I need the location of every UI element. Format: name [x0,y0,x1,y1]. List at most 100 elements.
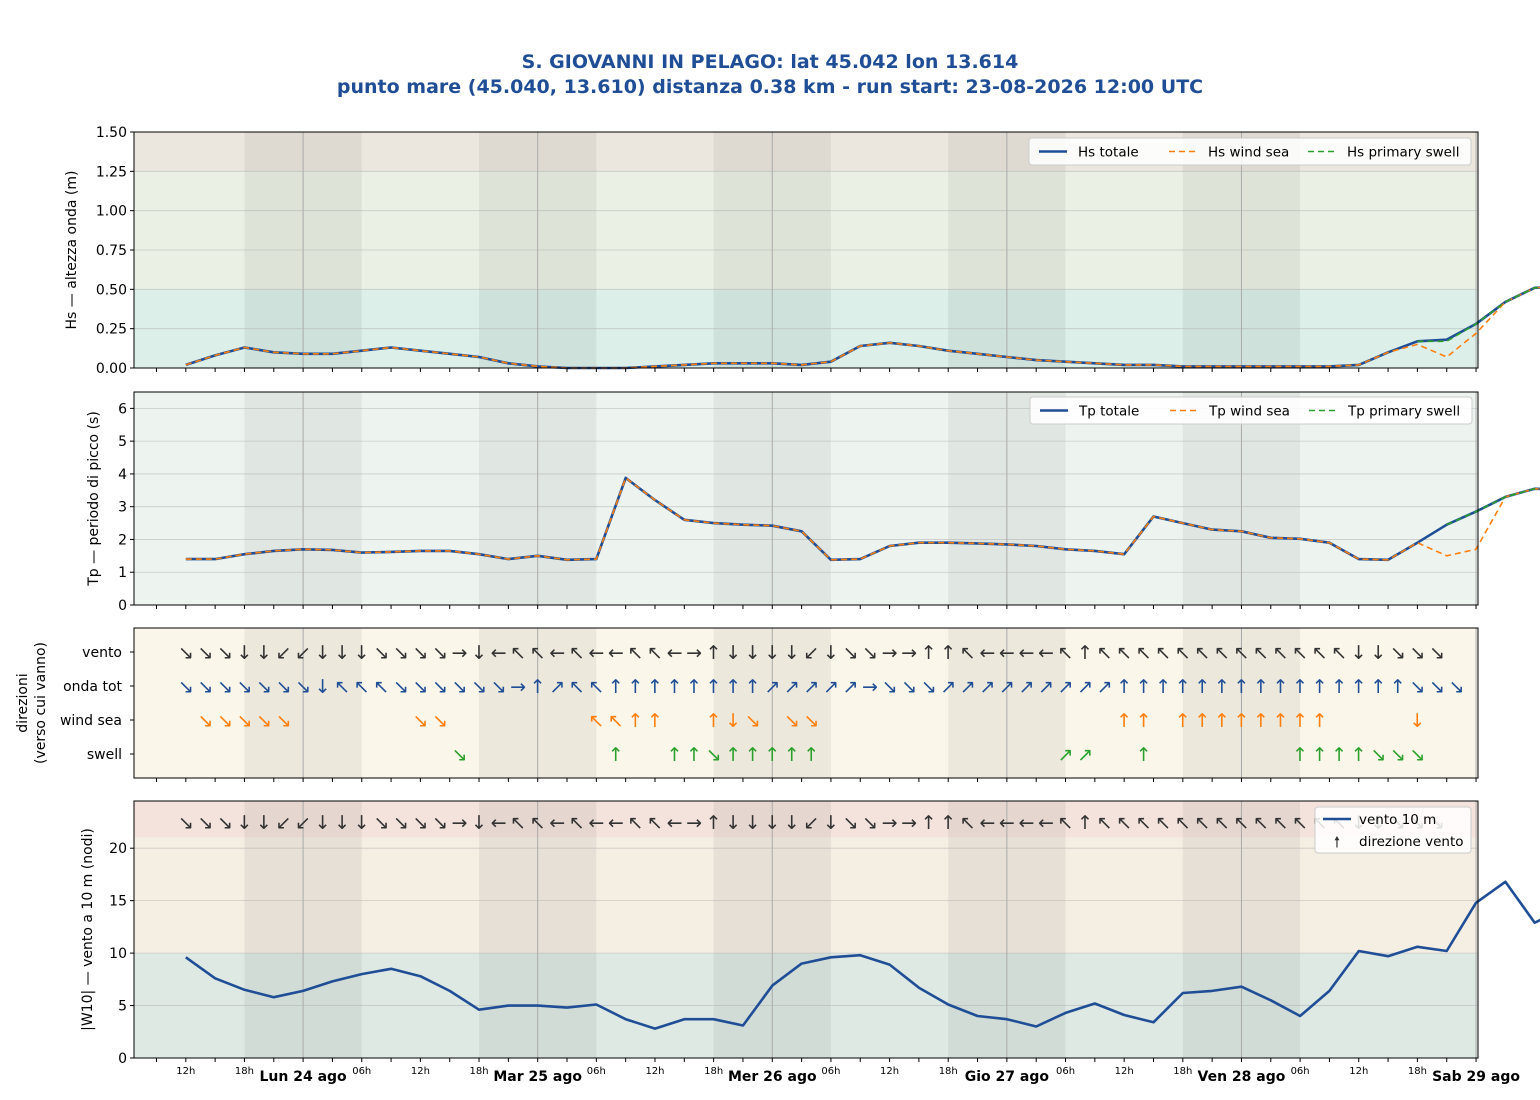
dir-arrow-onda-tot: ↗ [549,676,565,698]
dir-arrow-onda-tot: ↗ [784,676,800,698]
wind-direction-arrow: ↖ [627,812,643,834]
wind-direction-arrow: ↘ [843,812,859,834]
dir-frame [133,627,1479,779]
dir-arrow-onda-tot: ↘ [236,676,252,698]
wind-ytick-label: 15 [109,894,127,910]
xaxis-hour-label: 18h [704,1066,723,1077]
xaxis-hour-label: 12h [880,1066,899,1077]
dir-arrow-swell: ↗ [1058,744,1074,766]
dir-arrow-vento: ↘ [178,642,194,664]
wind-direction-arrow: ↑ [706,812,722,834]
dir-arrow-onda-tot: ↘ [901,676,917,698]
dir-arrow-vento: ↖ [1116,642,1132,664]
tp-ytick-label: 4 [118,467,127,483]
tp-band-0 [134,392,1478,605]
dir-arrow-vento: ↘ [393,642,409,664]
wind-direction-arrow: ↑ [1077,812,1093,834]
dir-arrow-vento: ↖ [510,642,526,664]
wind-direction-arrow: ↖ [1214,812,1230,834]
wind-direction-arrow: ↓ [784,812,800,834]
dir-arrow-onda-tot: ↗ [843,676,859,698]
dir-arrow-wind-sea: ↑ [1175,710,1191,732]
tp-series-tp-wind-sea [185,477,1540,561]
hs-ytick-label: 1.50 [96,125,127,141]
dir-arrow-vento: ↖ [1175,642,1191,664]
hs-ytick-label: 0.50 [96,282,127,298]
dir-row-label: vento [82,645,122,661]
wind-direction-arrow: ↖ [1292,812,1308,834]
dir-arrow-onda-tot: ↑ [1116,676,1132,698]
wind-direction-arrow: ↖ [530,812,546,834]
dir-arrow-onda-tot: ↑ [608,676,624,698]
wind-direction-arrow: ↖ [1155,812,1171,834]
dir-arrow-wind-sea: ↑ [1233,710,1249,732]
dir-arrow-vento: ↙ [295,642,311,664]
dir-arrow-vento: ← [999,642,1015,664]
dir-arrow-swell: ↑ [1292,744,1308,766]
chart-title-line1: S. GIOVANNI IN PELAGO: lat 45.042 lon 13… [521,51,1019,73]
wind-direction-arrow: ↘ [178,812,194,834]
tp-ytick-label: 2 [118,532,127,548]
wind-direction-arrow: ↘ [862,812,878,834]
dir-arrow-onda-tot: ↗ [979,676,995,698]
dir-arrow-swell: ↘ [1409,744,1425,766]
wind-direction-arrow: ↖ [1175,812,1191,834]
wind-direction-arrow: ↘ [373,812,389,834]
dir-arrow-vento: ↘ [373,642,389,664]
dir-arrow-wind-sea: ↑ [647,710,663,732]
dir-arrow-vento: ↑ [940,642,956,664]
dir-arrow-onda-tot: → [510,676,526,698]
dir-arrow-onda-tot: ↑ [627,676,643,698]
dir-arrow-onda-tot: ↗ [1018,676,1034,698]
xaxis-hour-label: 06h [587,1066,606,1077]
dir-arrow-vento: ↘ [1429,642,1445,664]
dir-arrow-vento: ← [979,642,995,664]
xaxis-hour-label: 12h [176,1066,195,1077]
chart-title-line2: punto mare (45.040, 13.610) distanza 0.3… [336,76,1204,98]
wind-direction-arrow: → [901,812,917,834]
dir-arrow-wind-sea: ↑ [1292,710,1308,732]
hs-ylabel: Hs — altezza onda (m) [64,171,80,330]
xaxis-hour-label: 18h [470,1066,489,1077]
tp-legend-label: Tp totale [1078,404,1139,420]
dir-arrow-vento: ↖ [960,642,976,664]
dir-arrow-vento: ↖ [1292,642,1308,664]
dir-arrow-vento: ↓ [471,642,487,664]
dir-arrow-onda-tot: → [862,676,878,698]
dir-arrow-onda-tot: ↗ [764,676,780,698]
hs-legend: Hs totale Hs wind sea Hs primary swell [1028,137,1472,166]
dir-arrow-onda-tot: ↘ [432,676,448,698]
dir-arrow-vento: ↙ [803,642,819,664]
dir-arrow-vento: → [901,642,917,664]
dir-arrow-vento: ↖ [1253,642,1269,664]
tp-legend-box [1029,396,1473,425]
wind-direction-arrow: ← [549,812,565,834]
dir-arrow-wind-sea: ↑ [1253,710,1269,732]
dir-arrow-vento: ↖ [1155,642,1171,664]
wind-direction-arrow: ↖ [510,812,526,834]
dir-arrow-onda-tot: ↘ [882,676,898,698]
dir-arrow-onda-tot: ↑ [1351,676,1367,698]
xaxis-hour-label: 18h [235,1066,254,1077]
wind-direction-arrow: ↓ [764,812,780,834]
dir-arrow-swell: ↑ [608,744,624,766]
dir-arrow-onda-tot: ↑ [1253,676,1269,698]
hs-legend-label: Hs primary swell [1347,145,1459,161]
dir-arrow-wind-sea: ↑ [1136,710,1152,732]
tp-ytick-label: 0 [118,598,127,614]
wind-direction-arrow: ← [1018,812,1034,834]
xaxis-day-label: Mer 26 ago [728,1069,817,1085]
dir-arrow-swell: ↘ [452,744,468,766]
tp-legend-label: Tp wind sea [1208,404,1290,420]
dir-arrow-vento: ↑ [1077,642,1093,664]
tp-ytick-label: 3 [118,500,127,516]
wind-ytick-label: 20 [109,841,127,857]
wind-direction-arrow: ↖ [647,812,663,834]
hs-ytick-label: 1.00 [96,204,127,220]
wind-direction-arrow: ↘ [217,812,233,834]
wind-direction-arrow: ↓ [236,812,252,834]
dir-arrow-onda-tot: ↑ [1194,676,1210,698]
dir-arrow-vento: ← [588,642,604,664]
dir-arrow-vento: ← [667,642,683,664]
dir-arrow-swell: ↑ [725,744,741,766]
